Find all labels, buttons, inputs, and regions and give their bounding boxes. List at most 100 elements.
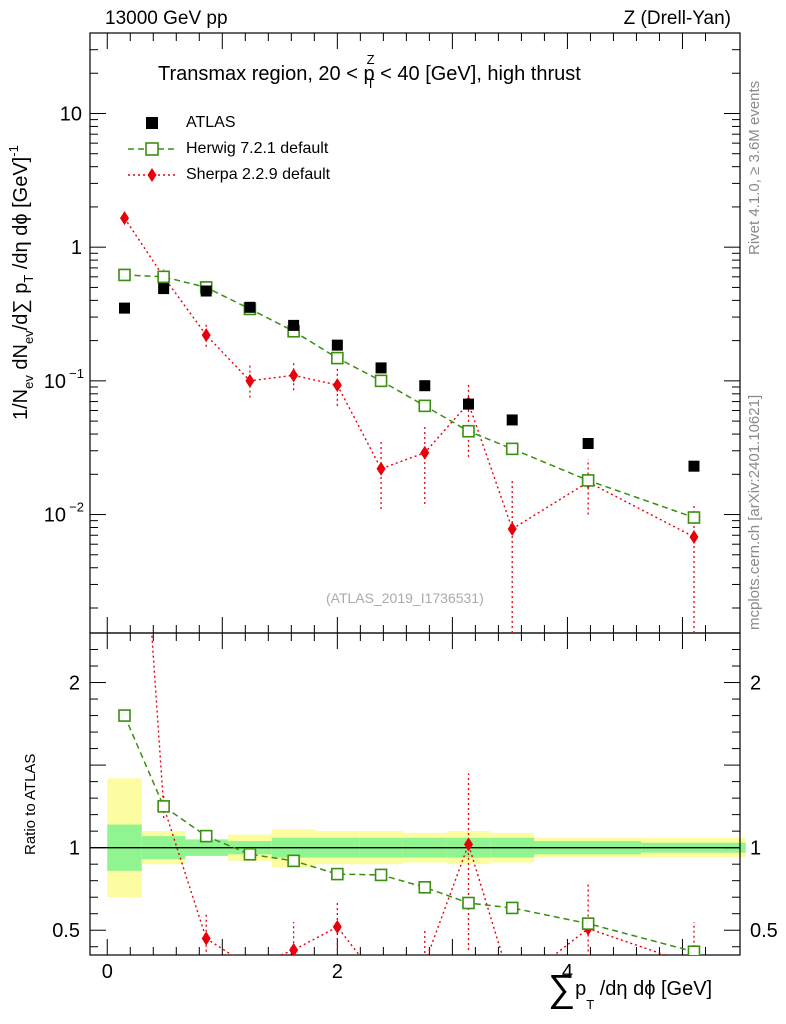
sherpa-point: [289, 368, 299, 383]
legend-marker-herwig: [145, 142, 159, 156]
y-axis-label-a: 1/N: [10, 388, 32, 420]
upper-y-tick-label: 1: [71, 237, 82, 259]
sherpa-ratio-point: [463, 837, 473, 852]
sherpa-point: [420, 445, 430, 460]
x-tick-label: 0: [102, 961, 113, 983]
upper-y-tick-label: 10: [44, 505, 66, 527]
ratio-series-group: [118, 230, 701, 995]
herwig-ratio-point: [462, 896, 475, 910]
atlas-point: [119, 302, 131, 314]
herwig-point: [374, 374, 388, 388]
sherpa-point: [332, 378, 342, 393]
y-axis-label: 1/Nev dNev/d∑ pT /dη dϕ [GeV]-1: [6, 145, 36, 420]
ratio-y-tick-label-right: 2: [750, 673, 761, 695]
sherpa-point: [201, 328, 211, 343]
herwig-point: [418, 399, 432, 413]
herwig-point: [157, 270, 170, 284]
atlas-point: [375, 362, 387, 374]
atlas-point: [200, 285, 212, 297]
upper-title-sub: T: [366, 76, 375, 91]
atlas-point: [419, 380, 431, 392]
herwig-ratio-point: [331, 867, 344, 881]
sherpa-ratio-point: [245, 960, 254, 974]
sherpa-ratio-line: [151, 633, 668, 955]
herwig-ratio-line: [123, 715, 695, 953]
ratio-y-tick-label-left: 1: [69, 838, 80, 860]
sherpa-ratio-point: [508, 981, 517, 995]
energy-label: 13000 GeV pp: [105, 8, 228, 29]
sherpa-point: [507, 521, 517, 536]
herwig-point: [687, 511, 701, 524]
x-axis-label-sum: ∑: [548, 968, 576, 1010]
y-axis-label-c: /d∑ p: [10, 282, 32, 331]
sherpa-ratio-point: [420, 956, 429, 970]
herwig-ratio-point: [243, 847, 257, 861]
herwig-ratio-point: [118, 709, 131, 722]
ratio-frame: [89, 632, 741, 956]
sherpa-ratio-point: [332, 919, 342, 934]
herwig-ratio-point: [687, 945, 701, 955]
sherpa-point: [120, 211, 130, 226]
ratio-y-tick-label-right: 1: [750, 838, 761, 860]
upper-y-tick-label: 10: [60, 103, 82, 125]
sherpa-ratio-point: [377, 976, 386, 990]
herwig-point: [331, 351, 344, 365]
atlas-point: [288, 319, 300, 331]
upper-y-tick-exp: −2: [69, 500, 84, 515]
x-axis-label-rest: /dη dϕ [GeV]: [594, 978, 713, 1000]
y-axis-label-b: dN: [10, 344, 32, 376]
herwig-point: [505, 442, 519, 456]
ratio-y-tick-label-left: 2: [69, 673, 80, 695]
upper-series-group: [118, 211, 701, 633]
herwig-point: [118, 268, 131, 282]
ratio-y-tick-label-right: 0.5: [750, 920, 778, 942]
atlas-point: [244, 301, 256, 313]
herwig-line: [124, 274, 695, 519]
atlas-point: [582, 437, 594, 449]
y-axis-label-ev: ev: [21, 375, 36, 389]
upper-y-tick-exp: −1: [69, 366, 84, 381]
mcplots-label: mcplots.cern.ch [arXiv:2401.10621]: [746, 394, 763, 630]
y-axis-label-exp: -1: [6, 145, 21, 157]
x-axis-label: ∑pT /dη dϕ [GeV]: [548, 962, 713, 1012]
herwig-ratio-point: [287, 854, 300, 868]
herwig-point: [581, 474, 595, 487]
y-axis-label-d: /dη dϕ [GeV]: [10, 156, 32, 275]
upper-title-text: Transmax region, 20 < p: [158, 63, 375, 85]
upper-title-rest: < 40 [GeV], high thrust: [374, 63, 581, 85]
sherpa-ratio-point: [289, 943, 299, 955]
analysis-label: (ATLAS_2019_I1736531): [326, 590, 484, 606]
herwig-ratio-point: [374, 868, 388, 882]
atlas-point: [506, 414, 518, 426]
atlas-point: [158, 283, 170, 295]
atlas-point: [688, 460, 700, 472]
x-axis-label-p: p: [575, 978, 587, 1000]
atlas-point: [331, 339, 343, 351]
legend-marker-sherpa: [147, 168, 157, 182]
herwig-point: [462, 424, 475, 438]
legend-label-herwig: Herwig 7.2.1 default: [186, 140, 329, 157]
ratio-y-label: Ratio to ATLAS: [22, 753, 39, 855]
herwig-ratio-point: [418, 880, 432, 894]
y-axis-label-t: T: [21, 274, 36, 283]
legend-label-atlas: ATLAS: [186, 114, 236, 131]
sherpa-point: [689, 529, 699, 544]
upper-title-sup: Z: [366, 52, 375, 67]
legend-label-sherpa: Sherpa 2.2.9 default: [186, 166, 331, 183]
rivet-label: Rivet 4.1.0, ≥ 3.6M events: [746, 80, 763, 255]
process-label: Z (Drell-Yan): [623, 8, 731, 29]
sherpa-line: [123, 217, 695, 538]
x-tick-label: 2: [332, 961, 343, 983]
sherpa-ratio-point: [201, 931, 211, 946]
sherpa-point: [245, 373, 255, 388]
legend-marker-atlas: [146, 117, 158, 129]
upper-y-tick-label: 10: [44, 371, 66, 393]
sherpa-ratio-point: [120, 230, 129, 244]
atlas-point: [462, 398, 474, 410]
sherpa-point: [376, 461, 386, 476]
y-axis-label-ev2: ev: [21, 330, 36, 345]
x-tick-label: 4: [562, 961, 573, 983]
ratio-y-tick-label-left: 0.5: [52, 920, 80, 942]
